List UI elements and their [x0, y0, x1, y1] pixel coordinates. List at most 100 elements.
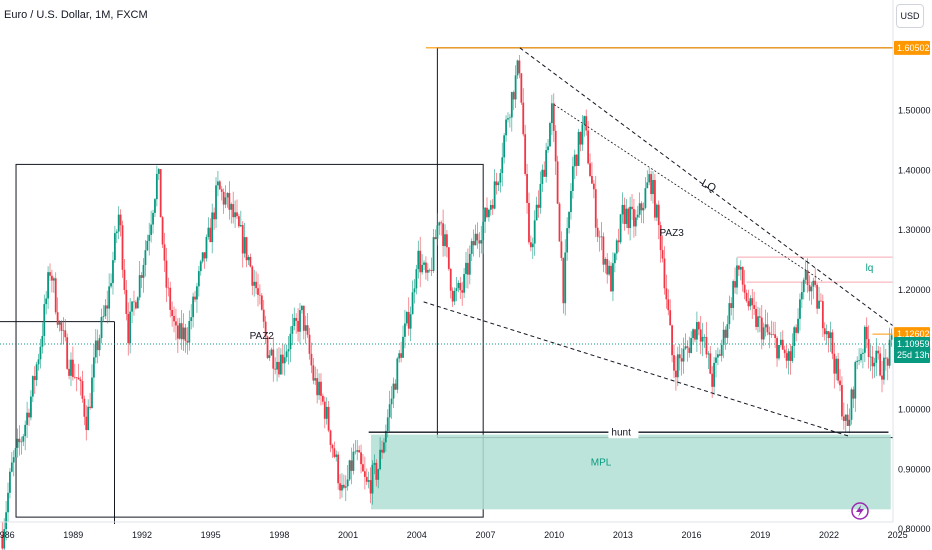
candle-body [591, 176, 593, 184]
candle-body [461, 290, 464, 293]
candle-body [390, 398, 393, 405]
candle-body [363, 471, 366, 477]
candle-body [818, 300, 820, 309]
candle-body [419, 250, 422, 273]
candle-body [79, 379, 82, 382]
candle-body [100, 316, 103, 339]
candle-body [276, 361, 278, 370]
candle-body [549, 123, 551, 147]
candle-body [728, 303, 731, 325]
chart-title: Euro / U.S. Dollar, 1M, FXCM [4, 9, 148, 21]
candle-body [447, 247, 450, 269]
candle-body [619, 214, 622, 243]
candle-body [493, 181, 496, 209]
candle-body [793, 327, 796, 347]
candle-body [810, 286, 813, 292]
candle-body [652, 180, 654, 195]
candle-body [405, 312, 408, 324]
candle-body [81, 381, 84, 399]
candle-body [243, 237, 246, 254]
x-tick-label: 2022 [819, 530, 839, 540]
candle-body [556, 161, 559, 204]
candle-body [180, 323, 183, 340]
price-axis: 0.800000.900001.000001.100001.200001.300… [892, 0, 932, 550]
candle-body [26, 412, 28, 425]
candle-body [755, 308, 757, 327]
candle-body [113, 233, 116, 261]
candle-body [474, 233, 477, 246]
candle-body [713, 362, 715, 387]
candle-body [161, 217, 164, 245]
candle-body [51, 275, 53, 281]
candle-body [148, 234, 151, 241]
candle-body [325, 406, 328, 419]
candle-body [262, 309, 265, 322]
candle-body [37, 359, 40, 365]
candle-body [369, 480, 372, 494]
candle-body [854, 362, 857, 399]
candle-body [726, 324, 729, 338]
candle-body [43, 304, 46, 336]
candle-body [66, 337, 69, 369]
candle-body [302, 305, 305, 331]
candle-body [249, 256, 252, 267]
candle-body [671, 325, 673, 356]
candle-body [346, 479, 349, 487]
candle-body [606, 259, 609, 275]
paz2-label: PAZ2 [250, 331, 275, 342]
candle-body [339, 483, 341, 491]
candle-body [716, 354, 719, 358]
x-tick-label: 1989 [63, 530, 83, 540]
candle-body [745, 292, 748, 302]
candle-body [552, 103, 555, 131]
y-tick-label: 1.50000 [898, 106, 931, 116]
candle-body [648, 174, 651, 183]
candle-body [558, 203, 561, 242]
candle-body [749, 298, 752, 307]
badge-1.60502-text: 1.60502 [897, 43, 930, 53]
candle-body [478, 240, 481, 244]
candle-body [425, 262, 427, 273]
candle-body [512, 92, 515, 100]
time-axis: 1986 1989 1992 1995 1998 2001 2004 2007 2010 2013… [0, 521, 908, 540]
candle-body [837, 358, 840, 381]
candle-body [163, 244, 166, 261]
candle-body [495, 181, 498, 186]
candle-body [585, 116, 588, 131]
candle-body [497, 182, 500, 186]
candle-body [884, 357, 887, 359]
candle-body [732, 281, 735, 309]
candle-body [568, 211, 570, 229]
candle-body [197, 271, 200, 287]
candle-body [596, 227, 599, 237]
candle-body [646, 182, 649, 189]
candle-body [484, 207, 486, 222]
candle-body [333, 448, 336, 457]
candle-body [476, 233, 479, 241]
candle-body [739, 266, 742, 270]
candle-body [531, 243, 534, 248]
candle-body [342, 484, 345, 488]
candle-body [522, 102, 525, 135]
candle-body [631, 206, 633, 210]
currency-button[interactable]: USD [896, 4, 924, 28]
x-tick-label: 2016 [682, 530, 702, 540]
candle-body [394, 383, 397, 390]
candle-body [255, 281, 257, 289]
candle-body [724, 329, 727, 338]
candle-body [110, 283, 112, 287]
candle-body [505, 119, 507, 136]
candle-body [232, 204, 235, 218]
trendlines [423, 47, 916, 437]
candle-body [781, 339, 784, 350]
candle-body [881, 375, 883, 380]
candle-body [820, 300, 822, 302]
candle-body [451, 290, 454, 302]
candle-body [209, 227, 212, 243]
candle-body [60, 322, 63, 331]
candle-body [795, 327, 798, 333]
candle-body [352, 451, 355, 471]
candle-body [129, 311, 132, 344]
candle-body [657, 204, 660, 226]
